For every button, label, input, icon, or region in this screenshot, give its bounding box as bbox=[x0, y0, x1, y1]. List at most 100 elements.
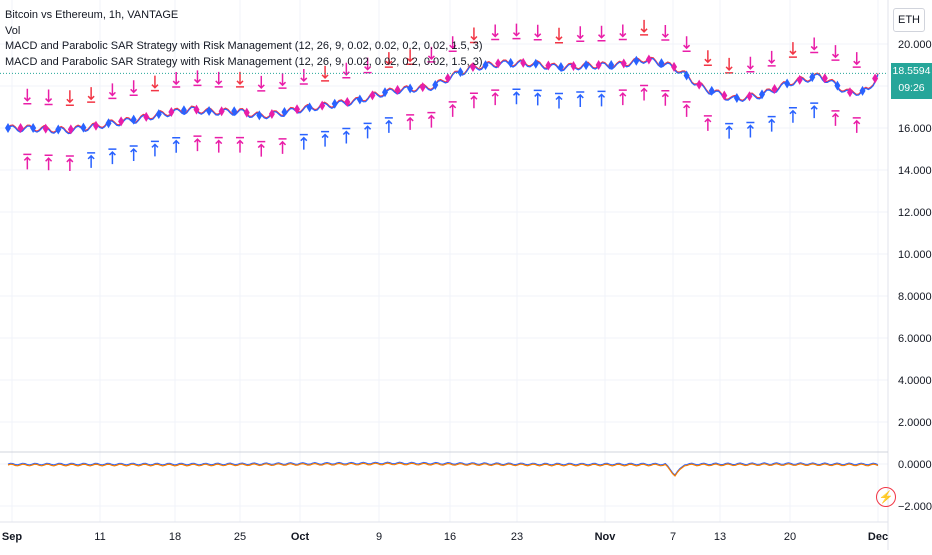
signal-diamond bbox=[482, 60, 489, 71]
sell-arrow-marker bbox=[746, 56, 755, 73]
buy-arrow-marker bbox=[214, 136, 223, 153]
buy-arrow-marker bbox=[44, 154, 53, 171]
legend-vol[interactable]: Vol bbox=[5, 24, 21, 37]
signal-diamond bbox=[608, 60, 615, 70]
signal-diamond bbox=[557, 61, 564, 72]
buy-arrow-marker bbox=[427, 111, 436, 128]
signal-diamond bbox=[5, 123, 11, 133]
sell-arrow-marker bbox=[810, 37, 819, 54]
x-tick-label: Nov bbox=[595, 531, 617, 543]
price-tag-value: 18.5594 bbox=[892, 65, 931, 77]
signal-diamond bbox=[55, 124, 62, 135]
symbol-button[interactable]: ETH bbox=[893, 8, 925, 32]
oscillator-line-b bbox=[7, 461, 879, 476]
sell-arrow-marker bbox=[129, 80, 138, 97]
signal-diamond bbox=[306, 102, 313, 113]
buy-arrow-marker bbox=[172, 136, 181, 153]
signal-diamond bbox=[444, 73, 451, 84]
buy-arrow-marker bbox=[406, 114, 415, 130]
y-tick-label: 10.0000 bbox=[898, 249, 932, 261]
y-tick-label: 14.0000 bbox=[898, 165, 932, 177]
buy-arrow-marker bbox=[193, 135, 202, 152]
buy-arrow-marker bbox=[831, 110, 840, 126]
signal-diamond bbox=[432, 79, 439, 90]
legend-strategy-2[interactable]: MACD and Parabolic SAR Strategy with Ris… bbox=[5, 55, 483, 68]
signal-diamond bbox=[784, 78, 791, 89]
signal-diamond bbox=[620, 58, 627, 69]
x-tick-label: 16 bbox=[444, 531, 456, 543]
signal-diamond bbox=[17, 123, 24, 133]
legend-strategy-1[interactable]: MACD and Parabolic SAR Strategy with Ris… bbox=[5, 40, 483, 52]
buy-arrow-marker bbox=[257, 140, 266, 157]
signal-diamond bbox=[457, 67, 464, 78]
x-tick-label: 23 bbox=[511, 531, 523, 543]
legend-title[interactable]: Bitcoin vs Ethereum, 1h, VANTAGE bbox=[5, 9, 179, 21]
buy-arrow-marker bbox=[108, 148, 117, 165]
sell-arrow-marker bbox=[278, 73, 287, 89]
sell-arrow-marker bbox=[703, 50, 712, 66]
signal-diamond bbox=[708, 85, 715, 96]
sell-arrow-marker bbox=[406, 49, 415, 65]
y-tick-label: 4.0000 bbox=[898, 375, 932, 387]
signal-diamond bbox=[507, 57, 514, 68]
signal-diamond bbox=[180, 105, 187, 116]
signal-diamond bbox=[671, 61, 678, 72]
signal-diamond bbox=[419, 82, 426, 93]
buy-arrow-marker bbox=[236, 136, 244, 153]
buy-arrow-marker bbox=[746, 121, 755, 138]
buy-arrow-marker bbox=[23, 153, 32, 170]
sell-arrow-marker bbox=[65, 90, 74, 106]
signal-diamond bbox=[256, 110, 263, 121]
signal-diamond bbox=[369, 90, 376, 101]
y-tick-label: 2.0000 bbox=[898, 417, 932, 429]
buy-arrow-marker bbox=[533, 89, 542, 106]
buy-arrow-marker bbox=[640, 84, 649, 101]
sell-arrow-marker bbox=[108, 83, 117, 100]
x-tick-label: 7 bbox=[670, 531, 676, 543]
signal-diamond bbox=[583, 60, 590, 71]
signal-diamond bbox=[268, 109, 275, 120]
sell-arrow-marker bbox=[342, 62, 351, 79]
signal-diamond bbox=[218, 106, 225, 117]
signal-diamond bbox=[206, 105, 213, 116]
buy-arrow-marker bbox=[363, 122, 372, 139]
sell-arrow-marker bbox=[661, 25, 670, 41]
signal-diamond bbox=[281, 107, 288, 118]
sell-arrow-marker bbox=[44, 89, 53, 106]
sell-arrow-marker bbox=[852, 52, 861, 68]
buy-arrow-marker bbox=[491, 89, 500, 106]
sell-arrow-marker bbox=[172, 72, 181, 88]
signal-diamond bbox=[407, 83, 414, 94]
sell-arrow-marker bbox=[469, 27, 478, 44]
x-tick-label: Dec bbox=[868, 531, 888, 543]
sell-arrow-marker bbox=[533, 24, 542, 41]
buy-arrow-marker bbox=[852, 117, 861, 133]
sell-arrow-marker bbox=[236, 71, 244, 88]
signal-diamond bbox=[80, 122, 87, 133]
signal-diamond bbox=[872, 73, 879, 84]
sell-arrow-marker bbox=[555, 27, 563, 44]
sell-arrow-marker bbox=[363, 57, 372, 74]
sell-arrow-marker bbox=[193, 70, 202, 87]
sell-arrow-marker bbox=[597, 25, 606, 42]
y-tick-label: 12.0000 bbox=[898, 207, 932, 219]
buy-arrow-marker bbox=[788, 107, 797, 123]
signal-diamond bbox=[532, 58, 539, 69]
lightning-icon[interactable]: ⚡ bbox=[876, 487, 896, 507]
signal-diamond bbox=[846, 87, 853, 98]
signal-diamond bbox=[231, 106, 238, 117]
buy-arrow-marker bbox=[810, 102, 819, 119]
signal-diamond bbox=[42, 123, 49, 134]
buy-arrow-marker bbox=[555, 92, 563, 109]
buy-arrow-marker bbox=[703, 115, 712, 131]
signal-diamond bbox=[545, 60, 552, 71]
signal-diamond bbox=[821, 73, 828, 84]
buy-arrow-marker bbox=[87, 152, 96, 168]
buy-arrow-marker bbox=[384, 117, 393, 133]
signal-diamond bbox=[143, 111, 150, 122]
sell-arrow-marker bbox=[448, 36, 457, 52]
price-tag-countdown: 09:26 bbox=[898, 82, 925, 94]
x-tick-label: Sep bbox=[2, 531, 22, 543]
signal-diamond bbox=[771, 83, 778, 94]
